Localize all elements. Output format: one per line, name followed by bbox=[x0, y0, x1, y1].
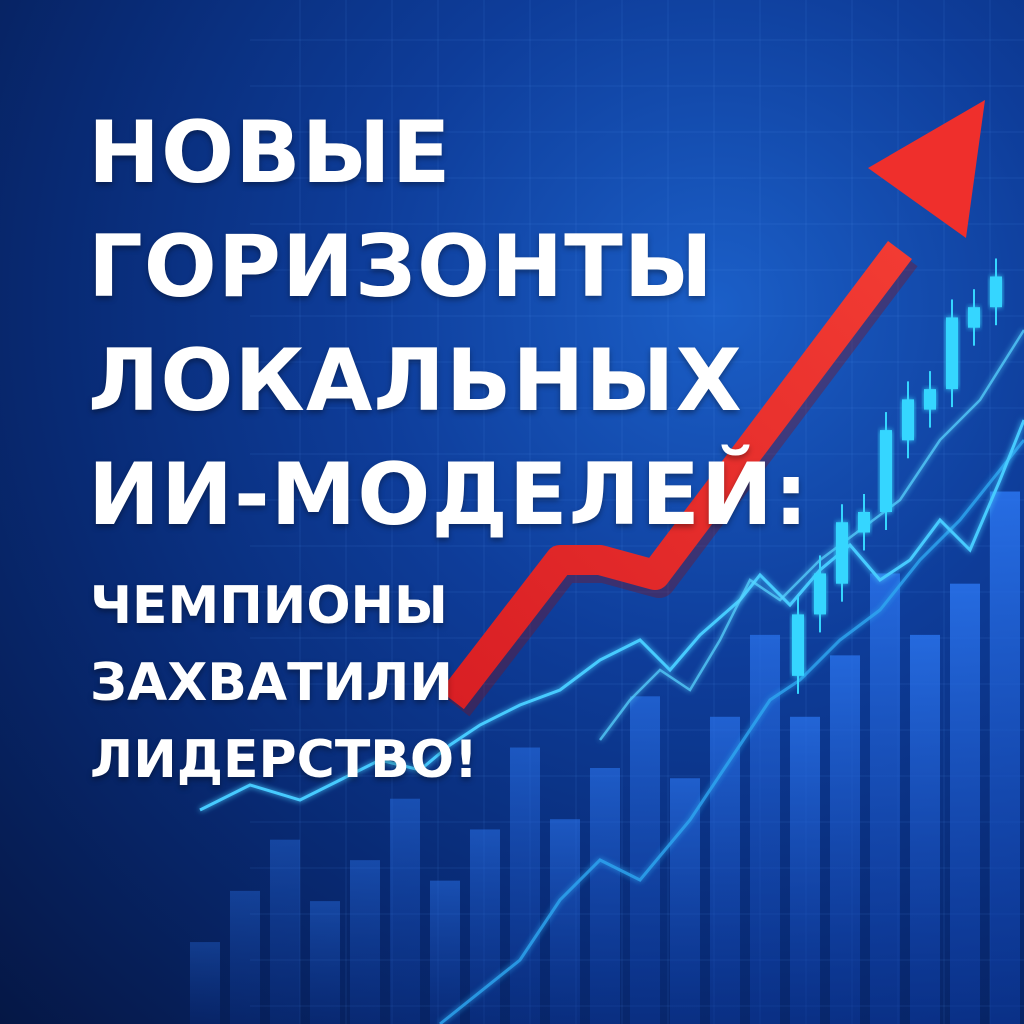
subheadline-line-2: ЗАХВАТИЛИ bbox=[90, 653, 453, 713]
bar-column bbox=[470, 829, 500, 1024]
red-arrow-icon bbox=[440, 100, 985, 717]
bar-column bbox=[510, 747, 540, 1024]
candlesticks bbox=[792, 258, 1002, 694]
subheadline-line-1: ЧЕМПИОНЫ bbox=[90, 576, 448, 636]
candle-body bbox=[902, 399, 914, 441]
candle-body bbox=[792, 614, 804, 676]
bar-column bbox=[590, 768, 620, 1024]
bar-column bbox=[950, 583, 980, 1024]
bar-column bbox=[550, 819, 580, 1024]
candle-body bbox=[924, 389, 936, 410]
bar-column bbox=[750, 634, 780, 1024]
bar-column bbox=[910, 634, 940, 1024]
bar-column bbox=[310, 901, 340, 1024]
bar-column bbox=[830, 655, 860, 1024]
bar-column bbox=[990, 491, 1020, 1024]
headline-line-3: ЛОКАЛЬНЫХ bbox=[88, 331, 743, 431]
bar-columns bbox=[190, 491, 1020, 1024]
subheadline: ЧЕМПИОНЫ ЗАХВАТИЛИ ЛИДЕРСТВО! bbox=[90, 568, 478, 799]
bar-column bbox=[390, 798, 420, 1024]
trend-line-lower bbox=[439, 439, 1024, 1024]
candle-body bbox=[814, 573, 826, 615]
bar-column bbox=[190, 942, 220, 1024]
trend-line-upper bbox=[599, 329, 1024, 741]
candle-body bbox=[946, 317, 958, 390]
candle-body bbox=[858, 512, 870, 533]
bar-column bbox=[430, 880, 460, 1024]
bar-column bbox=[270, 839, 300, 1024]
headline: НОВЫЕ ГОРИЗОНТЫ ЛОКАЛЬНЫХ ИИ-МОДЕЛЕЙ: bbox=[88, 96, 809, 552]
headline-line-4: ИИ-МОДЕЛЕЙ: bbox=[88, 445, 810, 545]
subheadline-line-3: ЛИДЕРСТВО! bbox=[90, 730, 478, 790]
bar-column bbox=[870, 573, 900, 1024]
bar-column bbox=[670, 778, 700, 1024]
headline-line-1: НОВЫЕ bbox=[88, 103, 452, 203]
bar-column bbox=[230, 890, 260, 1024]
bar-column bbox=[710, 716, 740, 1024]
trend-line-main bbox=[199, 419, 1024, 812]
candle-body bbox=[990, 276, 1002, 308]
candle-body bbox=[880, 430, 892, 512]
candle-body bbox=[836, 522, 848, 584]
bar-column bbox=[790, 716, 820, 1024]
headline-line-2: ГОРИЗОНТЫ bbox=[88, 217, 714, 317]
bar-column bbox=[350, 860, 380, 1024]
candle-body bbox=[968, 307, 980, 328]
